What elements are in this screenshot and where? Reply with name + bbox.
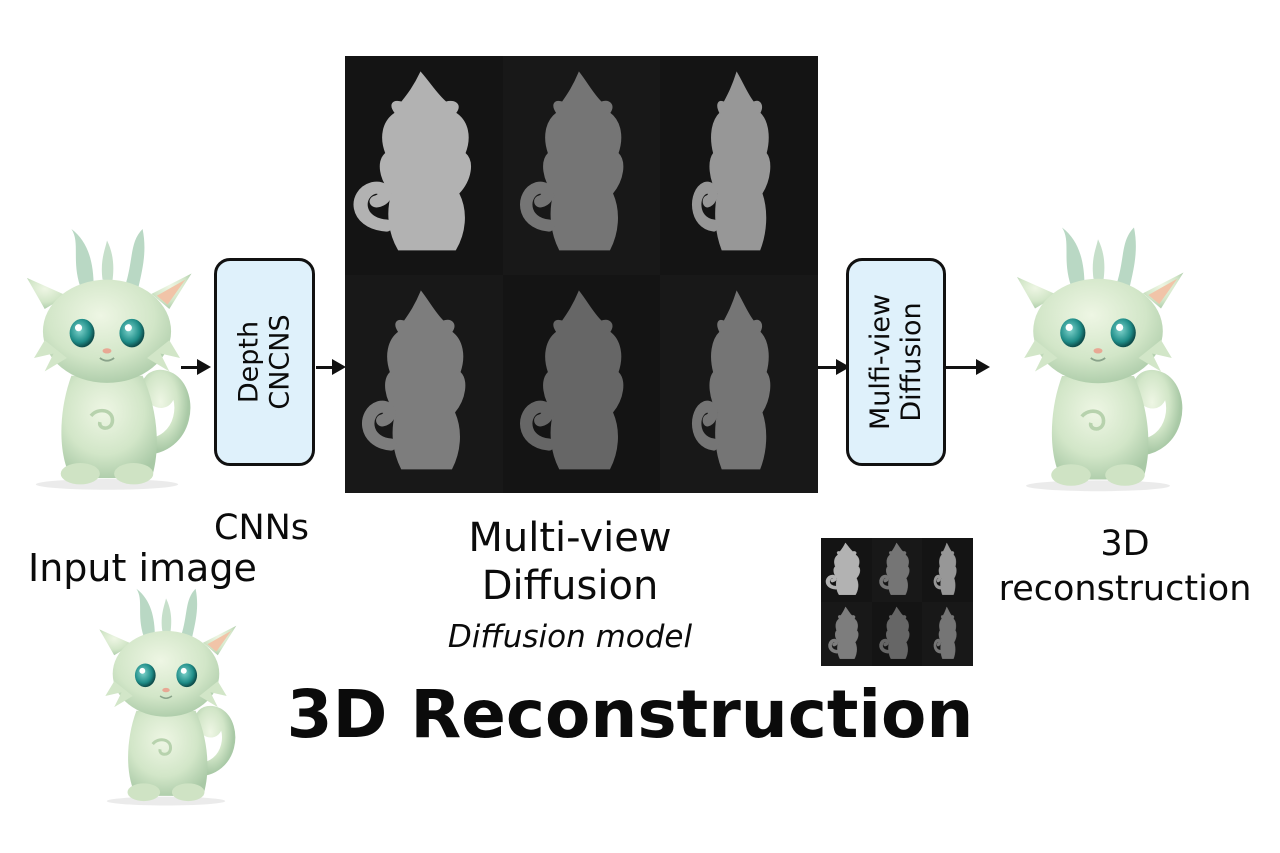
depth-box-line2: CNCNS xyxy=(264,314,296,410)
input-image-label: Input image xyxy=(28,546,257,590)
input-creature-figure xyxy=(18,208,196,508)
depth-view-2-1 xyxy=(345,274,503,493)
depth-view-1-2 xyxy=(502,56,661,275)
main-title: 3D Reconstruction xyxy=(286,676,974,753)
multi-view-diffusion-box: Mulfi-view Diffusion xyxy=(846,258,946,466)
cnns-label: CNNs xyxy=(214,508,310,548)
right-arrow-icon xyxy=(181,359,211,375)
diffusion-box-line2: Diffusion xyxy=(896,302,928,422)
reconstructed-creature-figure xyxy=(1008,208,1188,508)
multi-view-diffusion-title: Multi-view Diffusion xyxy=(420,514,720,610)
recon-line2: reconstruction xyxy=(998,569,1252,609)
thumb-view-1-2 xyxy=(871,538,923,602)
thumb-view-1-3 xyxy=(922,538,973,602)
mv-title-line1: Multi-view xyxy=(468,515,672,561)
thumb-view-2-3 xyxy=(922,602,973,666)
reconstruction-label: 3D reconstruction xyxy=(975,522,1275,612)
right-arrow-icon xyxy=(946,359,990,375)
depth-view-2-2 xyxy=(502,274,661,493)
depth-views-thumbnail xyxy=(821,538,973,666)
multi-view-depth-panel xyxy=(345,56,818,493)
depth-view-1-1 xyxy=(345,56,503,275)
depth-view-2-3 xyxy=(660,274,818,493)
depth-view-1-3 xyxy=(660,56,818,275)
right-arrow-icon xyxy=(818,359,850,375)
thumb-view-1-1 xyxy=(821,538,872,602)
depth-box-line1: Depth xyxy=(233,320,265,404)
thumb-view-2-1 xyxy=(821,602,872,666)
diffusion-model-subtitle: Diffusion model xyxy=(447,619,693,655)
diffusion-box-line1: Mulfi-view xyxy=(865,293,897,431)
input-creature-small-figure xyxy=(92,585,240,807)
mv-title-line2: Diffusion xyxy=(481,563,659,609)
thumb-view-2-2 xyxy=(871,602,923,666)
recon-line1: 3D xyxy=(1100,524,1150,564)
depth-cnn-box: Depth CNCNS xyxy=(214,258,315,466)
right-arrow-icon xyxy=(316,359,346,375)
